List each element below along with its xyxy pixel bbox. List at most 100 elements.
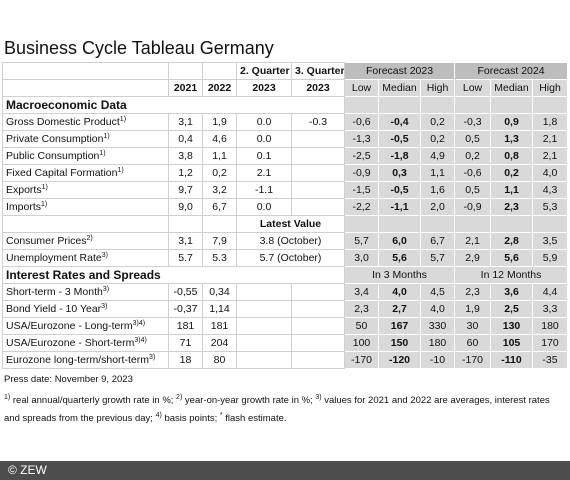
- cell: 5,6: [490, 249, 534, 267]
- cell: 1,6: [419, 181, 456, 199]
- empty-cell: [291, 334, 345, 352]
- cell: 3,3: [532, 300, 569, 318]
- copyright: © ZEW: [8, 463, 47, 477]
- cell: 150: [378, 334, 421, 352]
- cell: 0,4: [168, 130, 203, 148]
- cell: -1,5: [344, 181, 379, 199]
- footnote-mark: *: [219, 412, 223, 419]
- cell: 1,9: [202, 113, 237, 131]
- cell: -0,5: [378, 130, 421, 148]
- cell: 0,34: [202, 283, 237, 301]
- cell: 2. Quarter: [236, 62, 292, 80]
- cell: -0,55: [168, 283, 203, 301]
- cell: 1,1: [490, 181, 534, 199]
- table-row: Gross Domestic Product1) 3,1 1,9 0.0 -0.3 -0,…: [2, 113, 569, 131]
- cell: 2.1: [236, 164, 292, 182]
- footnote-mark: 4): [155, 412, 162, 419]
- cell: 0,2: [419, 113, 456, 131]
- table-row: USA/Eurozone - Long-term3)4) 181 181 50 167 3…: [2, 317, 569, 335]
- cell: 2,9: [454, 249, 492, 267]
- cell: 167: [378, 317, 421, 335]
- footnote-ref: 3): [101, 252, 108, 259]
- cell: 170: [532, 334, 569, 352]
- cell: 3,1: [168, 113, 203, 131]
- cell: -0,9: [344, 164, 379, 182]
- footnote-mark: 1): [4, 394, 11, 401]
- cell: 1,2: [168, 164, 203, 182]
- cell: Forecast 2023: [343, 62, 456, 80]
- cell: 1,1: [202, 147, 237, 165]
- cell: 6,7: [202, 198, 237, 216]
- footnote-ref: 3): [148, 354, 156, 361]
- cell: 3,8: [168, 147, 203, 165]
- cell: 50: [344, 317, 379, 335]
- cell: -170: [344, 351, 379, 369]
- cell: 204: [202, 334, 237, 352]
- footnote-text: basis points;: [164, 413, 218, 424]
- cell: 0,8: [490, 147, 534, 165]
- cell: Public Consumption1): [2, 147, 169, 165]
- empty-cell: [291, 147, 345, 165]
- cell: Forecast 2024: [454, 62, 569, 80]
- cell: 5.3: [202, 249, 237, 267]
- cell: 2,5: [490, 300, 534, 318]
- cell: Median: [378, 79, 421, 97]
- cell: Consumer Prices2): [2, 232, 169, 250]
- cell: -35: [532, 351, 569, 369]
- cell: 330: [419, 317, 456, 335]
- empty-cell: [291, 164, 345, 182]
- cell: 9,0: [168, 198, 203, 216]
- cell: 3,4: [344, 283, 379, 301]
- table-row: Private Consumption1) 0,4 4,6 0.0 -1,3 -0,5 0,…: [2, 130, 569, 148]
- cell: -120: [378, 351, 421, 369]
- cell: 0.0: [236, 113, 292, 131]
- cell: -1.1: [236, 181, 292, 199]
- cell: 6,0: [378, 232, 421, 250]
- footnote-text: year-on-year growth rate in %;: [184, 395, 313, 406]
- cell: Unemployment Rate3): [2, 249, 169, 267]
- cell: 0.0: [236, 130, 292, 148]
- cell: 2,0: [419, 198, 456, 216]
- cell: -0,5: [378, 181, 421, 199]
- footnotes: 1) real annual/quarterly growth rate in …: [4, 390, 564, 426]
- cell: 1,9: [454, 300, 492, 318]
- cell: 4,6: [202, 130, 237, 148]
- empty-cell: [344, 96, 379, 114]
- table-row: Macroeconomic Data: [2, 96, 569, 114]
- footnote-ref: 1): [41, 184, 48, 191]
- cell: 4,0: [419, 300, 456, 318]
- cell: -0.3: [291, 113, 345, 131]
- cell: 2,3: [344, 300, 379, 318]
- cell: 3,5: [532, 232, 569, 250]
- cell: 180: [419, 334, 456, 352]
- empty-cell: [291, 283, 345, 301]
- cell: 105: [490, 334, 534, 352]
- cell: 3,1: [168, 232, 203, 250]
- empty-cell: [2, 79, 169, 97]
- footnote-ref: 1): [99, 150, 106, 157]
- cell: 0,5: [454, 130, 492, 148]
- empty-cell: [454, 96, 492, 114]
- footnote-text: flash estimate.: [225, 413, 287, 424]
- cell: 0,2: [202, 164, 237, 182]
- cell: 0,2: [454, 147, 492, 165]
- cell: High: [532, 79, 569, 97]
- cell: 3,2: [202, 181, 237, 199]
- cell: Exports1): [2, 181, 169, 199]
- cell: 3. Quarter: [291, 62, 345, 80]
- cell: 4,4: [532, 283, 569, 301]
- press-date: Press date: November 9, 2023: [4, 374, 133, 385]
- footnote-mark: 2): [176, 394, 183, 401]
- footnote-mark: 3): [315, 394, 322, 401]
- table-row: Unemployment Rate3) 5.7 5.3 5.7 (October) 3,…: [2, 249, 569, 267]
- footnote-ref: 2): [86, 235, 93, 242]
- table-row: 2021 2022 2023 2023 Low Median High Low Median Hi…: [2, 79, 569, 97]
- empty-cell: [291, 181, 345, 199]
- cell: -0,9: [454, 198, 492, 216]
- cell: 1,8: [532, 113, 569, 131]
- cell: 2,1: [454, 232, 492, 250]
- cell: In 3 Months: [343, 266, 456, 284]
- cell: 181: [168, 317, 203, 335]
- footnote-ref: 3): [102, 286, 110, 293]
- cell: 3,0: [344, 249, 379, 267]
